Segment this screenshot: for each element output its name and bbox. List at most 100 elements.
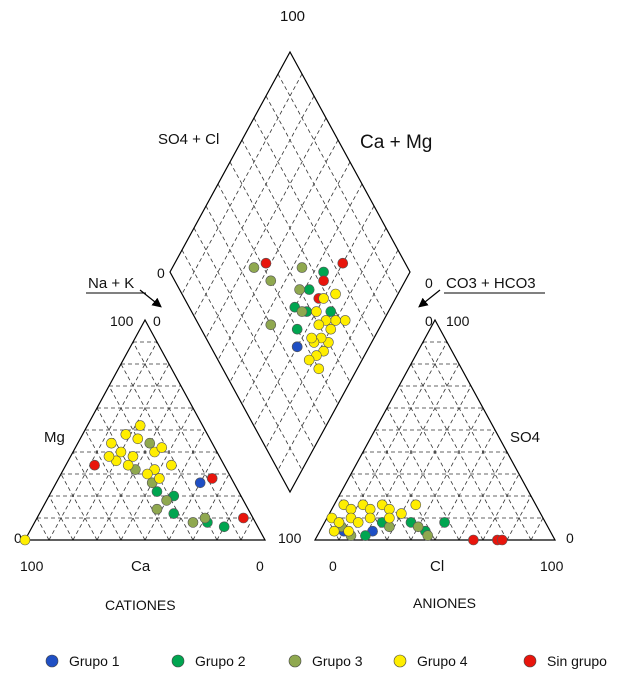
- legend: Grupo 1 Grupo 2 Grupo 3 Grupo 4 Sin grupo: [45, 653, 607, 669]
- so4-cl-label: SO4 + Cl: [158, 131, 219, 148]
- diamond-point: [330, 288, 341, 300]
- cation-triangle-frame: [23, 318, 267, 541]
- anion-point: [412, 521, 424, 533]
- cation-point: [142, 468, 153, 480]
- ca-label: Ca: [131, 558, 151, 575]
- mg-label: Mg: [44, 429, 65, 446]
- cation-grid-line: [48, 341, 158, 541]
- na-k-label: Na + K: [88, 275, 134, 292]
- diamond-right-0-label: 0: [425, 275, 433, 291]
- cation-point: [199, 512, 211, 524]
- anion-point: [343, 525, 354, 537]
- diamond-point: [330, 315, 341, 326]
- anion-point: [364, 512, 376, 524]
- cation-top-100-label: 100: [110, 313, 134, 329]
- diamond-point: [291, 323, 303, 335]
- cation-point: [115, 446, 127, 458]
- na-k-arrow: [139, 289, 162, 308]
- co3-hco3-label: CO3 + HCO3: [446, 275, 536, 292]
- anion-right-0-label: 0: [566, 530, 574, 546]
- anion-grid-line: [362, 451, 412, 541]
- anion-point: [384, 512, 395, 524]
- cation-point: [151, 503, 163, 515]
- cl-label: Cl: [430, 558, 444, 575]
- so4-label: SO4: [510, 429, 540, 446]
- anion-bottom-0-label: 0: [329, 558, 337, 574]
- top-100-label: 100: [280, 8, 305, 25]
- anion-point: [360, 530, 371, 541]
- cation-point: [103, 451, 115, 462]
- cation-point: [127, 451, 139, 462]
- cation-point: [134, 420, 146, 431]
- cation-top-0-label: 0: [153, 313, 161, 329]
- anion-grid-line: [338, 495, 364, 541]
- anion-bottom-100-label: 100: [540, 558, 564, 574]
- diamond-point: [325, 323, 337, 335]
- legend-label: Grupo 4: [417, 653, 468, 669]
- legend-label: Sin grupo: [547, 653, 607, 669]
- diamond-point: [294, 284, 305, 295]
- cation-point: [106, 437, 117, 449]
- diamond-point: [303, 354, 315, 366]
- diamond-point: [248, 262, 260, 273]
- diamond-point: [325, 306, 337, 317]
- co3-hco3-arrow: [418, 289, 441, 308]
- anion-point: [468, 534, 479, 546]
- anion-point: [328, 525, 340, 537]
- legend-swatch: [171, 654, 185, 668]
- cation-point: [151, 486, 163, 497]
- legend-label: Grupo 2: [195, 653, 246, 669]
- legend-swatch: [288, 654, 302, 668]
- anion-point: [352, 517, 364, 528]
- anion-point: [410, 499, 422, 511]
- anion-grid-line: [482, 473, 520, 541]
- anion-triangle-grid: [326, 341, 544, 541]
- legend-label: Grupo 3: [312, 653, 363, 669]
- anion-point: [439, 517, 450, 528]
- cation-point: [19, 534, 31, 546]
- anion-top-100-label: 100: [446, 313, 470, 329]
- diamond-point: [311, 306, 322, 317]
- diamond-point: [313, 363, 325, 375]
- diamond-point: [318, 275, 329, 287]
- diamond-point: [296, 262, 308, 273]
- cation-left-0-label: 0: [14, 530, 22, 546]
- legend-swatch: [523, 654, 537, 668]
- diamond-point: [339, 315, 351, 326]
- anion-grid-line: [398, 385, 484, 541]
- diamond-point: [296, 306, 308, 317]
- cation-grid-line: [108, 385, 194, 541]
- legend-label: Grupo 1: [69, 653, 120, 669]
- cation-grid-line: [48, 495, 74, 541]
- cation-point: [156, 442, 168, 453]
- cation-grid-line: [132, 341, 242, 541]
- cation-point: [166, 459, 177, 471]
- anion-grid-line: [530, 517, 544, 541]
- cation-point: [206, 473, 218, 484]
- cation-grid-line: [72, 451, 122, 541]
- ca-mg-label: Ca + Mg: [360, 132, 432, 153]
- cation-bottom-0-label: 0: [256, 558, 264, 574]
- anion-grid-line: [422, 341, 532, 541]
- cation-grid-line: [192, 473, 230, 541]
- cation-grid-line: [60, 473, 98, 541]
- legend-swatch: [393, 654, 407, 668]
- cation-point: [187, 517, 199, 528]
- diamond-point: [291, 341, 303, 353]
- diamond-point: [337, 257, 349, 269]
- cationes-label: CATIONES: [105, 597, 176, 613]
- diamond-point: [313, 319, 325, 331]
- cation-grid-line: [96, 385, 182, 541]
- anion-point: [396, 508, 407, 519]
- cation-grid-line: [36, 517, 50, 541]
- data-points: [19, 257, 508, 546]
- cation-point: [132, 433, 144, 445]
- cation-point: [194, 477, 206, 489]
- cation-point: [89, 459, 100, 471]
- cation-point: [122, 459, 134, 471]
- anion-point: [422, 530, 434, 541]
- cation-grid-line: [216, 495, 242, 541]
- anion-grid-line: [338, 341, 448, 541]
- legend-swatch: [45, 654, 59, 668]
